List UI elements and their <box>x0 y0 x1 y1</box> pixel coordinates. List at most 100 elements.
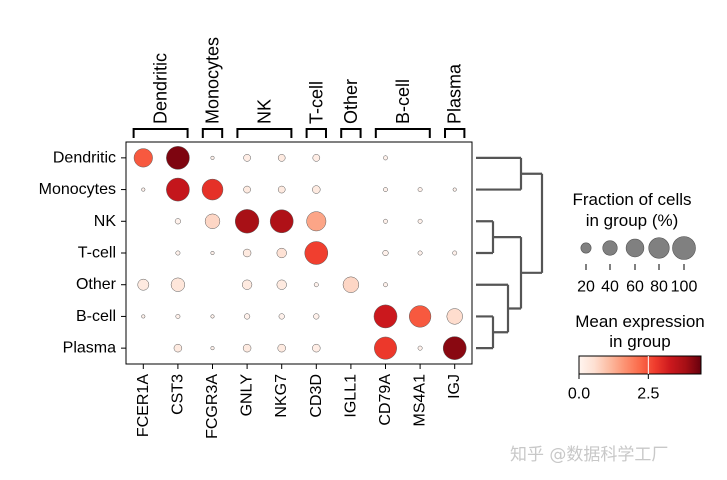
dot-monocytes-igj <box>452 187 457 192</box>
dot-nk-gnly <box>234 209 260 234</box>
x-label-cst3: CST3 <box>169 374 186 415</box>
dot-dendritic-fcgr3a <box>210 155 215 160</box>
bracket-b-cell <box>374 128 431 138</box>
size-legend-label-60: 60 <box>626 279 644 296</box>
dot-monocytes-gnly <box>243 185 251 194</box>
dot-other-cst3 <box>170 277 185 292</box>
y-tick-labels: Dendritic Monocytes NK T-cell Other B-cell Pla… <box>39 149 117 356</box>
dot-grid <box>133 146 467 360</box>
dot-b-cell-cst3 <box>175 314 181 319</box>
dendrogram-lines <box>476 156 544 350</box>
gene-group-label-b-cell: B-cell <box>393 79 413 124</box>
dot-dendritic-cst3 <box>166 146 190 170</box>
x-label-cd79a: CD79A <box>377 374 394 426</box>
dot-b-cell-fcgr3a <box>210 314 215 319</box>
dot-dendritic-cd3d <box>312 154 321 162</box>
dendrogram <box>476 156 544 350</box>
dot-b-cell-ms4a1 <box>409 305 432 328</box>
watermark: 知乎 @数据科学工厂 <box>510 445 669 465</box>
bracket-nk <box>236 128 293 138</box>
gene-group-label-nk: NK <box>254 99 274 124</box>
dot-t-cell-igj <box>452 250 458 256</box>
y-label-other: Other <box>76 276 117 293</box>
dot-other-gnly <box>242 279 253 290</box>
bracket-dendritic <box>132 128 189 138</box>
dot-t-cell-nkg7 <box>276 247 287 259</box>
gene-group-label-t-cell: T-cell <box>306 81 326 124</box>
dot-nk-cst3 <box>174 218 181 225</box>
size-legend-dot-60 <box>625 238 645 258</box>
gene-group-label-plasma: Plasma <box>445 63 465 124</box>
dot-other-nkg7 <box>276 279 287 290</box>
size-legend-dot-20 <box>580 242 592 254</box>
size-legend-dot-80 <box>648 237 670 259</box>
x-label-nkg7: NKG7 <box>273 374 290 418</box>
color-legend-title-1: Mean expression <box>575 312 704 331</box>
dot-b-cell-nkg7 <box>278 313 285 320</box>
dot-monocytes-cst3 <box>166 177 190 202</box>
y-label-b-cell: B-cell <box>76 308 116 325</box>
size-legend-label-40: 40 <box>601 279 619 296</box>
dot-nk-fcgr3a <box>204 213 221 229</box>
y-label-plasma: Plasma <box>63 340 116 357</box>
bracket-plasma <box>444 128 466 138</box>
x-tick-labels: FCER1A CST3 FCGR3A GNLY NKG7 CD3D IGLL1 CD79A MS… <box>135 374 463 439</box>
dot-plasma-fcgr3a <box>210 346 215 351</box>
dot-dendritic-nkg7 <box>277 154 286 162</box>
bracket-t-cell <box>305 128 327 138</box>
size-legend-title-2: in group (%) <box>586 211 679 230</box>
dot-monocytes-nkg7 <box>277 185 286 194</box>
dot-plasma-igj <box>442 336 467 360</box>
dot-b-cell-gnly <box>244 313 251 320</box>
dot-plasma-ms4a1 <box>417 345 423 351</box>
gene-group-label-dendritic: Dendritic <box>151 53 171 124</box>
plot-frame <box>121 141 473 369</box>
dot-other-fcer1a <box>137 278 150 291</box>
gene-group-label-monocytes: Monocytes <box>203 37 223 124</box>
colorbar <box>578 355 702 375</box>
size-legend-dot-100 <box>672 236 696 260</box>
x-label-fcer1a: FCER1A <box>135 374 152 437</box>
dot-b-cell-fcer1a <box>141 314 146 319</box>
y-label-dendritic: Dendritic <box>53 149 116 166</box>
y-label-t-cell: T-cell <box>78 245 116 262</box>
x-label-cd3d: CD3D <box>308 374 325 418</box>
color-legend-title-2: in group <box>609 332 670 351</box>
x-label-fcgr3a: FCGR3A <box>204 374 221 439</box>
dot-b-cell-igj <box>446 308 463 325</box>
bracket-other <box>340 128 362 138</box>
gene-group-label-other: Other <box>341 79 361 124</box>
gene-group-brackets: Dendritic Monocytes NK T-cell Other B-cell Pla… <box>132 37 466 138</box>
dot-monocytes-cd79a <box>383 187 388 192</box>
dot-t-cell-ms4a1 <box>417 250 423 256</box>
dot-monocytes-fcgr3a <box>201 178 224 201</box>
x-label-igj: IGJ <box>446 374 463 399</box>
y-label-nk: NK <box>94 213 117 230</box>
dot-dendritic-gnly <box>243 154 251 162</box>
x-label-ms4a1: MS4A1 <box>412 374 429 427</box>
dot-t-cell-fcgr3a <box>210 250 215 256</box>
colorbar-label-1: 2.5 <box>637 386 659 403</box>
dot-nk-ms4a1 <box>417 218 423 224</box>
dot-t-cell-cd79a <box>382 249 389 257</box>
size-legend-dot-40 <box>602 240 618 256</box>
dot-b-cell-cd3d <box>313 313 320 320</box>
dot-t-cell-cst3 <box>175 250 181 256</box>
dot-other-igll1 <box>342 276 360 293</box>
size-legend-label-80: 80 <box>650 279 668 296</box>
dot-monocytes-ms4a1 <box>417 187 423 192</box>
size-legend-title-1: Fraction of cells <box>572 190 691 209</box>
dot-plasma-cd79a <box>374 336 397 360</box>
dot-dendritic-fcer1a <box>133 148 153 168</box>
y-label-monocytes: Monocytes <box>39 181 116 198</box>
dot-plasma-cst3 <box>173 343 183 353</box>
dot-nk-cd3d <box>306 211 327 232</box>
colorbar-label-0: 0.0 <box>568 386 590 403</box>
dot-plasma-cd3d <box>312 343 321 353</box>
dot-other-cd79a <box>383 282 388 288</box>
dot-other-cd3d <box>313 282 319 288</box>
dot-plasma-gnly <box>242 343 252 353</box>
